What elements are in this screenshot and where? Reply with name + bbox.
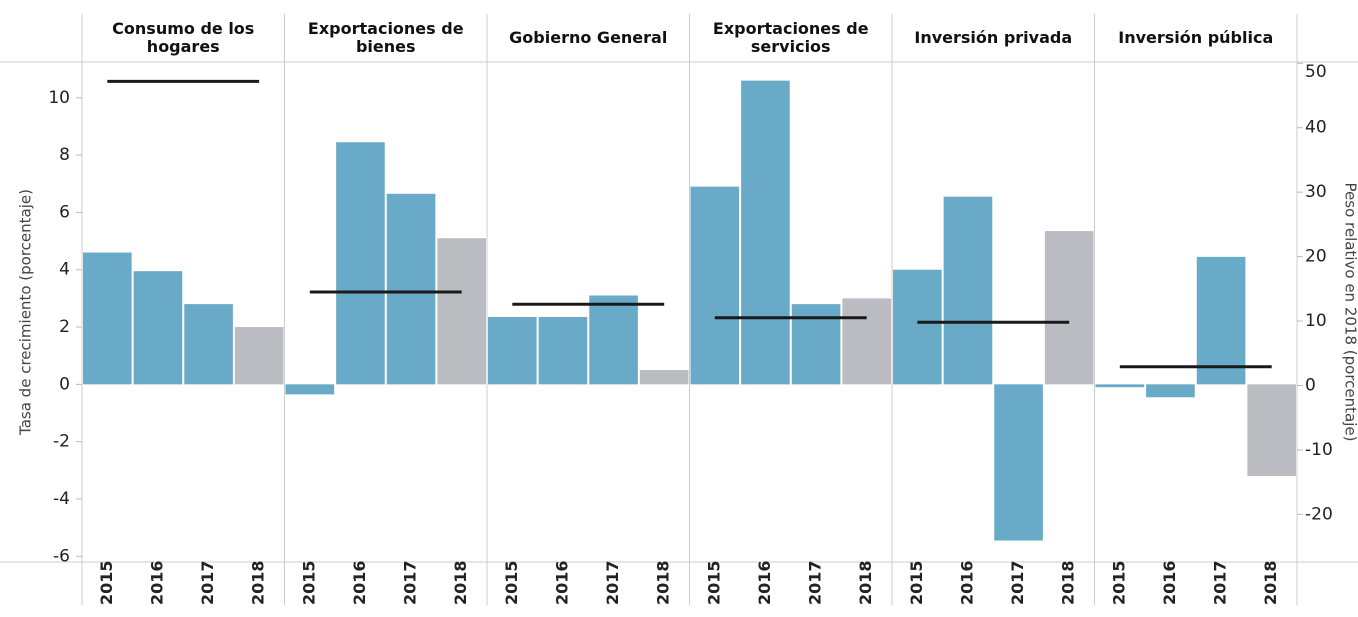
y2-tick-label: -10 — [1305, 440, 1333, 460]
y-tick-label: 0 — [59, 374, 70, 394]
x-tick-label: 2016 — [755, 560, 774, 605]
x-tick-label: 2017 — [198, 560, 217, 605]
x-tick-label: 2017 — [1211, 560, 1230, 605]
bar — [184, 304, 233, 385]
bar — [437, 238, 486, 385]
bar — [285, 384, 335, 395]
x-tick-label: 2015 — [97, 560, 116, 605]
x-tick-label: 2016 — [350, 560, 369, 605]
bar — [488, 317, 537, 385]
y-tick-label: 4 — [59, 260, 70, 280]
bar — [994, 384, 1043, 541]
panel-title: Exportaciones de bienes — [307, 19, 464, 56]
y-tick-label: -4 — [53, 489, 70, 509]
bar — [893, 269, 942, 385]
panel-title: Exportaciones de servicios — [712, 19, 869, 56]
y2-tick-label: 30 — [1305, 182, 1327, 202]
bar — [1095, 384, 1145, 388]
bar — [1146, 384, 1195, 398]
y2-tick-label: 0 — [1305, 375, 1316, 395]
bar — [690, 186, 740, 385]
bar — [133, 271, 183, 385]
bar — [83, 252, 132, 385]
y-tick-label: 8 — [59, 145, 70, 165]
x-tick-label: 2018 — [654, 560, 673, 605]
bar — [741, 80, 790, 385]
x-tick-label: 2016 — [1160, 560, 1179, 605]
y2-tick-label: 50 — [1305, 62, 1327, 82]
x-tick-label: 2015 — [299, 560, 318, 605]
panel-title: Consumo de los hogares — [112, 19, 255, 56]
x-tick-label: 2018 — [249, 560, 268, 605]
x-tick-label: 2018 — [856, 560, 875, 605]
panel-title: Inversión privada — [914, 28, 1073, 47]
x-tick-label: 2017 — [603, 560, 622, 605]
y2-tick-label: 40 — [1305, 118, 1327, 138]
bar — [639, 370, 689, 385]
bar — [336, 142, 385, 385]
bar — [943, 196, 993, 385]
x-tick-label: 2015 — [1109, 560, 1128, 605]
x-tick-label: 2015 — [704, 560, 723, 605]
x-tick-label: 2017 — [1008, 560, 1027, 605]
x-tick-label: 2018 — [1059, 560, 1078, 605]
bar — [1196, 256, 1246, 385]
y2-tick-label: -20 — [1305, 504, 1333, 524]
bar — [1044, 231, 1094, 385]
panel-title: Inversión pública — [1118, 28, 1274, 47]
y-tick-label: 2 — [59, 317, 70, 337]
y-tick-label: -6 — [53, 546, 70, 566]
y-tick-label: 6 — [59, 202, 70, 222]
y2-tick-label: 20 — [1305, 247, 1327, 267]
x-tick-label: 2016 — [147, 560, 166, 605]
y2-tick-label: 10 — [1305, 311, 1327, 331]
bar — [386, 193, 436, 385]
x-tick-label: 2016 — [552, 560, 571, 605]
x-tick-label: 2018 — [451, 560, 470, 605]
x-tick-label: 2017 — [806, 560, 825, 605]
y-tick-label: -2 — [53, 432, 70, 452]
x-tick-label: 2017 — [401, 560, 420, 605]
x-tick-label: 2015 — [502, 560, 521, 605]
y-axis-label: Tasa de crecimiento (porcentaje) — [17, 189, 35, 436]
bar — [842, 298, 891, 385]
bar — [234, 327, 284, 385]
y-tick-label: 10 — [48, 88, 70, 108]
x-tick-label: 2018 — [1261, 560, 1280, 605]
bar — [589, 295, 638, 385]
y2-axis-label: Peso relativo en 2018 (porcentaje) — [1342, 183, 1358, 442]
x-tick-label: 2016 — [957, 560, 976, 605]
bar — [1247, 384, 1296, 477]
bar — [538, 317, 588, 385]
bar — [791, 304, 841, 385]
x-tick-label: 2015 — [907, 560, 926, 605]
panel-title: Gobierno General — [509, 28, 668, 47]
